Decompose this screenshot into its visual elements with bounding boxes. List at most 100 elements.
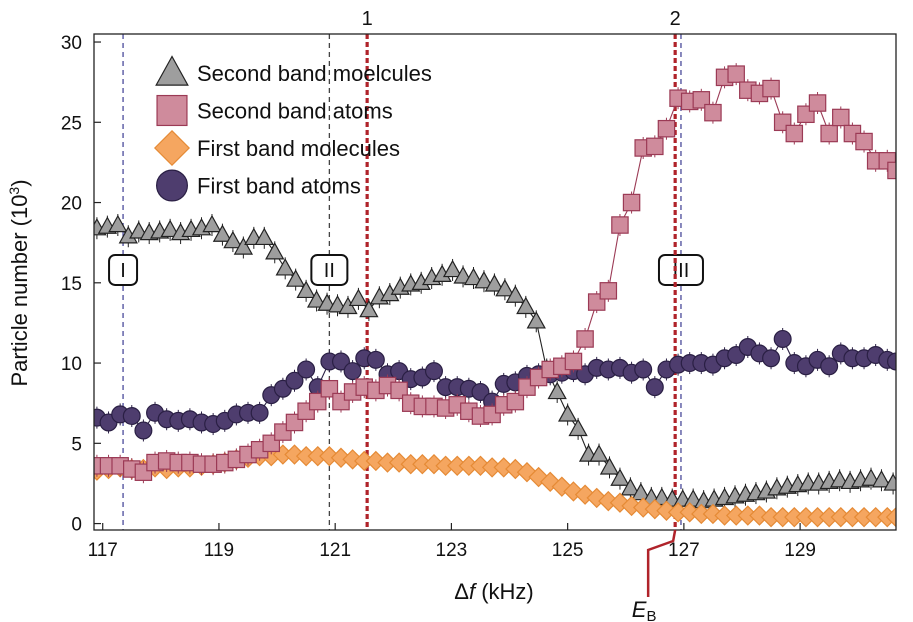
legend-label: First band atoms <box>197 174 361 199</box>
x-tick-label: 117 <box>88 540 118 561</box>
data-point-triangle <box>557 404 578 422</box>
data-point-triangle <box>306 290 327 308</box>
region-label-box-ii <box>310 253 349 286</box>
y-tick-label: 5 <box>71 434 82 455</box>
data-point-triangle <box>516 296 536 315</box>
y-tick-label: 15 <box>61 274 82 295</box>
data-point-circle <box>645 378 664 397</box>
x-axis-label-symbol: Δ <box>454 579 469 604</box>
data-point-circle <box>285 371 304 390</box>
marker-label-2: 2 <box>670 8 681 30</box>
data-point-triangle <box>442 259 463 278</box>
data-point-circle <box>343 362 362 381</box>
data-point-circle <box>134 421 153 440</box>
y-tick-label: 25 <box>61 113 82 134</box>
data-point-triangle <box>620 478 641 496</box>
legend-swatch-triangle <box>155 55 189 86</box>
data-point-square <box>564 352 583 371</box>
data-point-diamond <box>885 506 896 528</box>
data-point-triangle <box>223 230 243 249</box>
legend-swatch-diamond <box>153 129 191 167</box>
legend-item-first-band-molecules: First band molecules <box>153 129 400 167</box>
x-tick-label: 123 <box>436 540 468 561</box>
data-point-square <box>785 124 804 143</box>
y-tick-label: 20 <box>61 194 82 215</box>
data-point-circle <box>773 329 792 348</box>
data-point-triangle <box>505 285 525 303</box>
y-axis-label-text: Particle number (10 <box>7 195 32 387</box>
y-tick-label: 30 <box>61 33 82 54</box>
eb-pointer <box>646 529 677 597</box>
data-point-triangle <box>568 418 588 437</box>
data-point-square <box>320 379 339 398</box>
data-point-triangle <box>495 278 515 297</box>
data-point-triangle <box>474 270 494 289</box>
data-point-square <box>820 124 838 143</box>
data-point-circle <box>331 352 350 371</box>
x-tick-label: 121 <box>319 540 351 561</box>
legend-swatch-circle <box>156 169 189 202</box>
x-axis-label-unit: (kHz) <box>475 579 534 604</box>
data-point-square <box>611 216 629 234</box>
y-axis-label: Particle number (103) <box>6 179 32 386</box>
eb-label-sub: B <box>646 608 656 622</box>
x-tick-label: 119 <box>204 540 234 561</box>
data-point-triangle <box>254 227 274 246</box>
data-point-diamond <box>528 466 549 488</box>
data-point-square <box>887 161 896 180</box>
data-point-square <box>727 65 745 83</box>
data-point-circle <box>471 382 490 401</box>
data-point-triangle <box>202 214 222 233</box>
data-point-circle <box>634 360 653 379</box>
data-point-circle <box>820 357 839 376</box>
data-point-circle <box>424 362 443 381</box>
data-point-square <box>832 108 850 127</box>
marker-label-1: 1 <box>362 8 373 30</box>
x-tick-label: 129 <box>784 540 816 561</box>
eb-label: EB <box>632 597 657 622</box>
y-tick-label: 10 <box>61 354 82 375</box>
y-axis-label-close: ) <box>7 179 32 186</box>
data-point-square <box>599 282 618 300</box>
data-point-circle <box>762 349 781 368</box>
data-point-diamond <box>551 476 573 497</box>
data-point-diamond <box>516 462 538 483</box>
data-point-square <box>657 119 676 138</box>
legend-item-second-band-moelcules: Second band moelcules <box>155 55 432 86</box>
data-point-diamond <box>586 487 607 509</box>
data-point-triangle <box>871 470 892 488</box>
series-first-band-atoms <box>94 327 896 442</box>
data-point-triangle <box>484 274 505 292</box>
data-point-triangle <box>160 219 180 238</box>
data-point-circle <box>122 407 141 426</box>
data-point-triangle <box>233 237 254 255</box>
data-point-triangle <box>526 311 546 329</box>
y-tick-label: 0 <box>71 515 82 536</box>
region-label-iii: III <box>673 260 690 282</box>
data-point-triangle <box>212 224 233 242</box>
series-second-band-atoms <box>94 63 896 484</box>
x-tick-label: 127 <box>668 540 700 561</box>
legend-label: Second band atoms <box>197 99 393 124</box>
legend-item-first-band-atoms: First band atoms <box>156 169 361 202</box>
data-point-triangle <box>359 299 379 318</box>
data-point-triangle <box>348 288 369 307</box>
data-point-square <box>506 392 525 411</box>
data-point-triangle <box>589 444 609 462</box>
x-axis-label: Δf (kHz) <box>454 579 533 604</box>
data-point-triangle <box>610 468 630 486</box>
data-point-circle <box>297 360 316 379</box>
data-point-square <box>762 79 780 98</box>
legend-item-second-band-atoms: Second band atoms <box>156 94 393 127</box>
eb-label-main: E <box>632 597 647 622</box>
data-point-square <box>646 137 664 156</box>
data-point-triangle <box>883 473 896 491</box>
data-point-square <box>622 193 641 212</box>
data-point-square <box>308 392 327 411</box>
data-point-square <box>390 381 408 400</box>
y-axis-label-exponent: 3 <box>6 187 22 195</box>
data-point-circle <box>366 350 385 369</box>
data-point-triangle <box>547 381 567 400</box>
data-point-triangle <box>599 457 620 475</box>
